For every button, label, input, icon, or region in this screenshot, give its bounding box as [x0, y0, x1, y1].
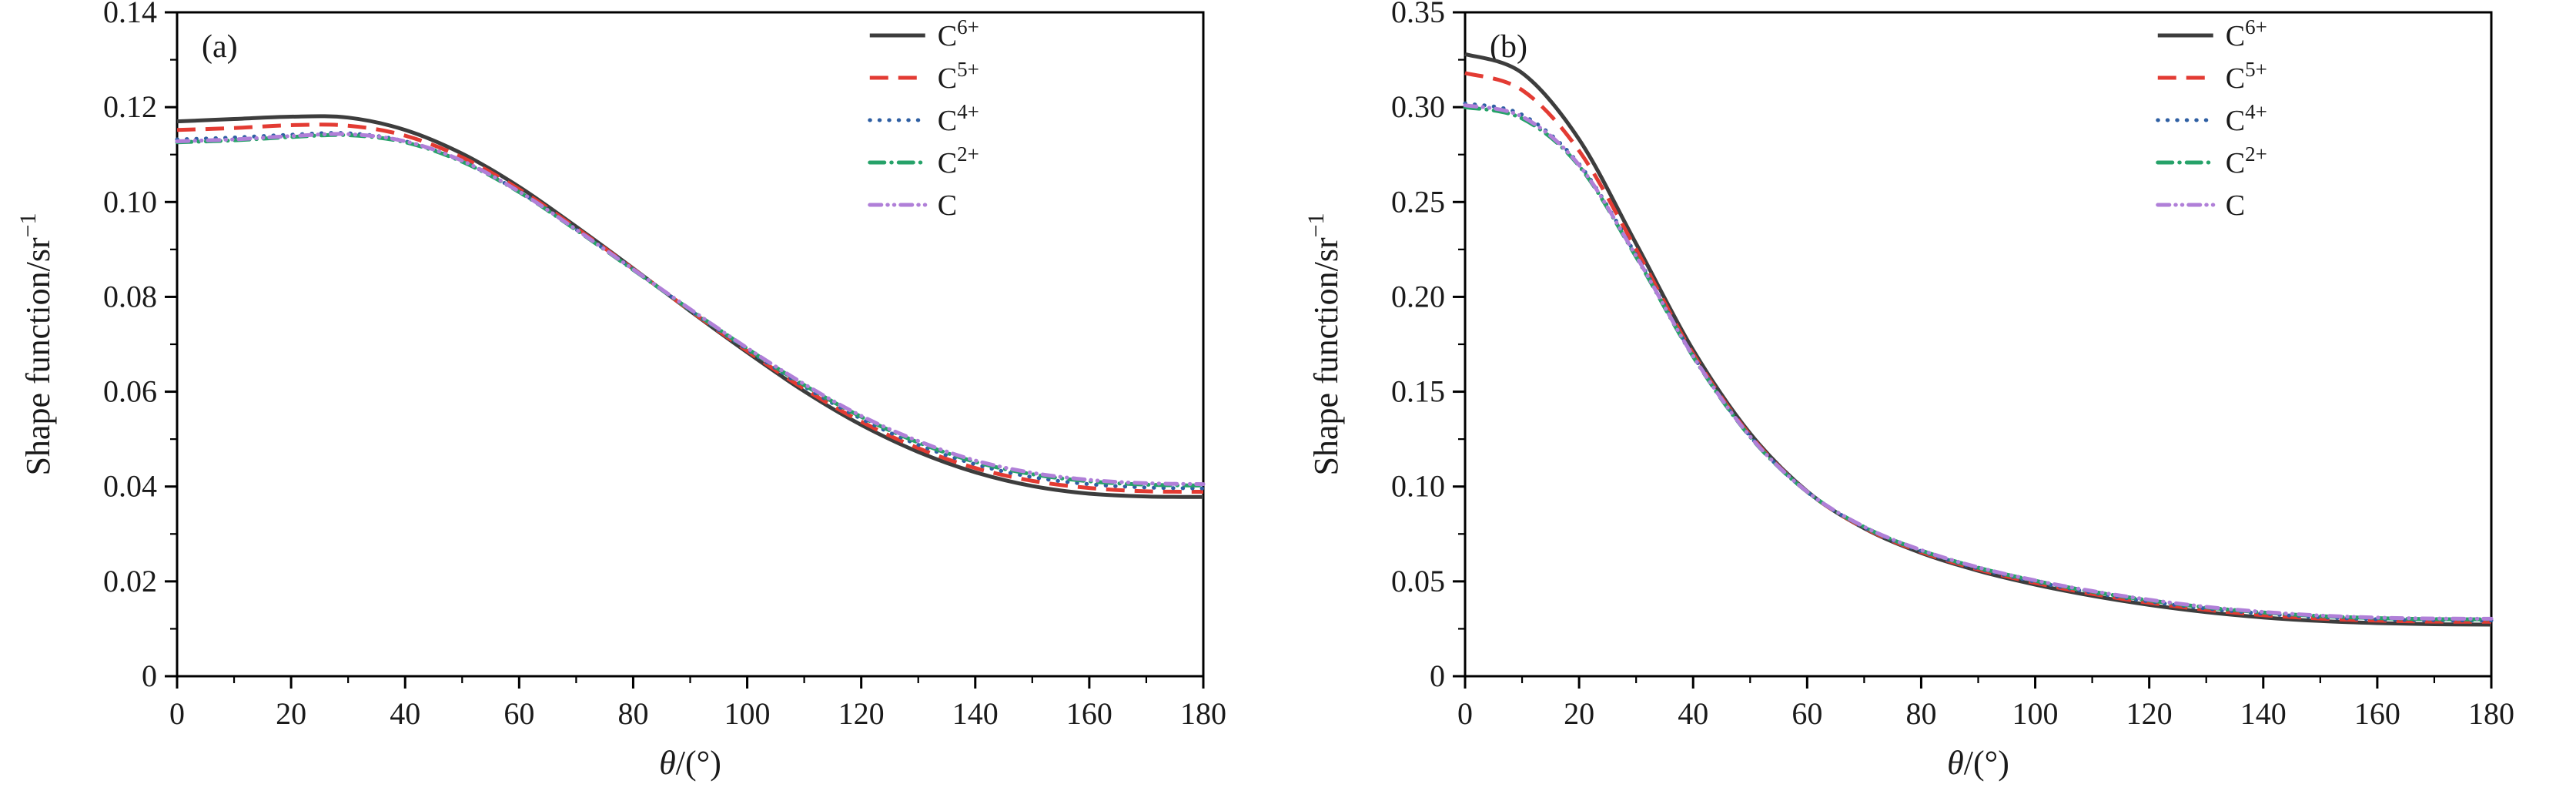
- series-line-c2plus: [1463, 105, 2494, 622]
- x-axis-tick-label: 80: [1905, 696, 1936, 731]
- legend-label-c5plus: C5+: [2226, 58, 2267, 95]
- x-axis-label: θ/(°): [659, 744, 721, 782]
- legend-label-c4plus: C4+: [2226, 100, 2267, 137]
- x-axis-tick-label: 180: [1180, 696, 1226, 731]
- series-line-c4plus: [1463, 101, 2494, 623]
- y-axis-tick-label: 0.12: [103, 89, 157, 124]
- x-axis-tick-label: 160: [1066, 696, 1112, 731]
- legend-label-c4plus: C4+: [938, 100, 979, 137]
- panel-b-chart: 0 20 40 60 80 100 120 140 160 180 0 0.05 0.10 0.15 0.2…: [1303, 0, 2514, 782]
- x-axis-tick-label: 0: [1457, 696, 1473, 731]
- x-axis-tick-label: 20: [276, 696, 306, 731]
- x-axis-tick-label: 20: [1564, 696, 1594, 731]
- y-axis-tick-label: 0.02: [103, 564, 157, 598]
- legend-label-c: C: [938, 189, 957, 222]
- legend: C6+ C5+ C4+ C2+ C: [868, 15, 979, 222]
- y-axis-tick-label: 0.15: [1391, 374, 1445, 409]
- x-axis-tick-label: 100: [724, 696, 771, 731]
- y-axis-tick-label: 0.05: [1391, 564, 1445, 598]
- x-axis-tick-label: 140: [2240, 696, 2287, 731]
- legend-label-c6plus: C6+: [2226, 15, 2267, 52]
- series-line-c6plus: [176, 114, 1204, 499]
- series-line-c5plus: [1464, 71, 2492, 624]
- panel-label: (b): [1490, 29, 1527, 65]
- x-axis-tick-label: 160: [2354, 696, 2400, 731]
- legend-label-c6plus: C6+: [938, 15, 979, 52]
- y-axis-label: Shape function/sr−1: [15, 213, 57, 475]
- series-line-c: [1463, 103, 2494, 621]
- y-axis-tick-label: 0.10: [103, 184, 157, 219]
- plot-frame: [176, 11, 1205, 678]
- legend-label-c2plus: C2+: [2226, 142, 2267, 179]
- y-axis-tick-label: 0: [142, 659, 157, 693]
- y-axis-tick-label: 0.14: [103, 0, 157, 29]
- y-axis-tick-label: 0.30: [1391, 89, 1445, 124]
- legend-label-c5plus: C5+: [938, 58, 979, 95]
- legend-label-c2plus: C2+: [938, 142, 979, 179]
- x-axis-tick-label: 120: [838, 696, 885, 731]
- x-axis-tick-label: 80: [617, 696, 648, 731]
- legend: C6+ C5+ C4+ C2+ C: [2156, 15, 2267, 222]
- y-axis-tick-label: 0.08: [103, 279, 157, 313]
- series-line-c6plus: [1464, 52, 2492, 627]
- x-axis-tick-label: 140: [952, 696, 999, 731]
- x-axis-tick-label: 40: [1678, 696, 1708, 731]
- y-axis-tick-label: 0.25: [1391, 184, 1445, 219]
- y-axis-tick-label: 0.10: [1391, 469, 1445, 504]
- series-line-c: [175, 132, 1206, 487]
- y-axis-label: Shape function/sr−1: [1303, 213, 1345, 475]
- plot-frame: [1464, 11, 2493, 678]
- x-axis-tick-label: 40: [390, 696, 420, 731]
- y-axis-tick-label: 0.35: [1391, 0, 1445, 29]
- x-axis-label: θ/(°): [1947, 744, 2009, 782]
- x-axis-tick-label: 60: [503, 696, 534, 731]
- panel-a-chart: 0 20 40 60 80 100 120 140 160 180 0 0.02 0.04 0.06 0.0…: [15, 0, 1226, 782]
- legend-label-c: C: [2226, 189, 2245, 222]
- y-axis-tick-label: 0.20: [1391, 279, 1445, 313]
- x-axis-tick-label: 100: [2012, 696, 2059, 731]
- x-axis-tick-label: 120: [2126, 696, 2173, 731]
- y-axis-tick-label: 0.04: [103, 469, 157, 504]
- series-line-c5plus: [176, 122, 1204, 494]
- x-axis-tick-label: 0: [169, 696, 185, 731]
- y-axis-tick-label: 0.06: [103, 374, 157, 409]
- x-axis-tick-label: 180: [2468, 696, 2514, 731]
- panel-label: (a): [202, 29, 238, 65]
- x-axis-tick-label: 60: [1791, 696, 1822, 731]
- y-axis-tick-label: 0: [1430, 659, 1445, 693]
